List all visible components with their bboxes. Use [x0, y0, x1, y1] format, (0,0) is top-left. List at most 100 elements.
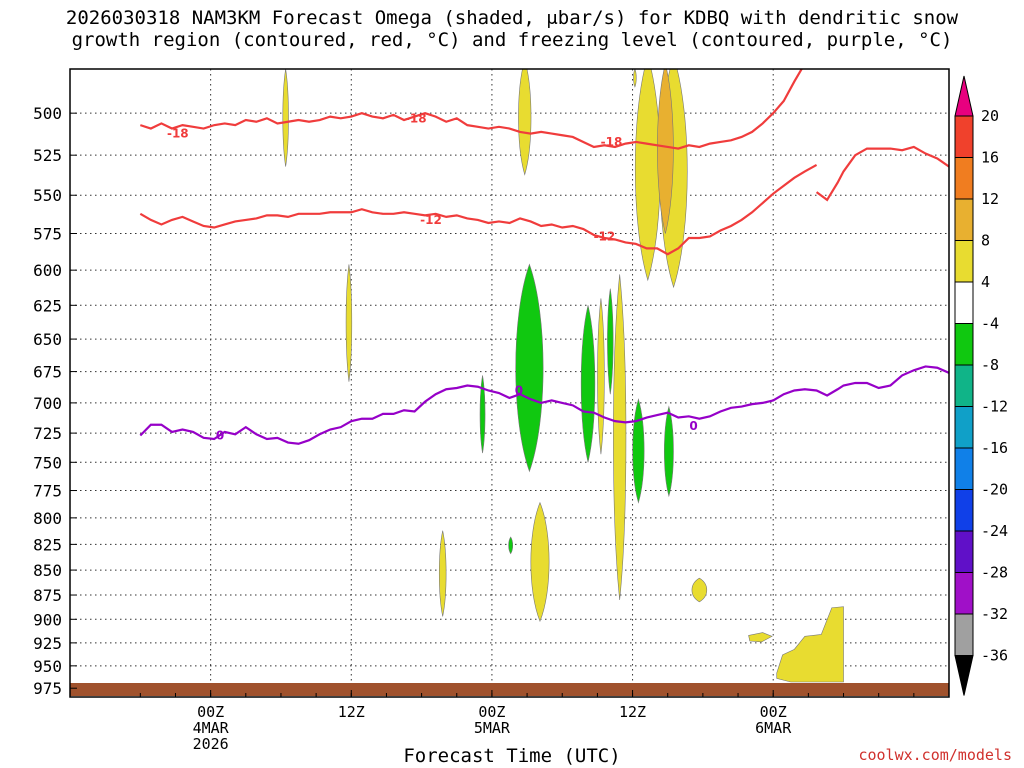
- x-tick-label: 00Z: [760, 703, 787, 721]
- colorbar-bin: [954, 198, 974, 241]
- colorbar-bin: [954, 323, 974, 366]
- omega-shaded-region: [515, 263, 544, 473]
- contour-label: -12: [594, 230, 616, 244]
- colorbar-bin: [954, 489, 974, 532]
- contour-label: 0: [216, 428, 224, 442]
- y-tick-label: 550: [33, 186, 62, 205]
- colorbar-bin: [954, 613, 974, 656]
- y-tick-label: 750: [33, 453, 62, 472]
- y-tick-label: 875: [33, 586, 62, 605]
- colorbar-tick-label: 20: [981, 107, 999, 125]
- omega-shaded-region: [345, 264, 353, 382]
- y-tick-label: 900: [33, 610, 62, 629]
- x-tick-label: 2026: [193, 735, 229, 753]
- plot-frame: [69, 68, 950, 698]
- colorbar-tick-label: -28: [981, 564, 1008, 582]
- colorbar-tick-label: 12: [981, 190, 999, 208]
- y-tick-label: 675: [33, 363, 62, 382]
- omega-shaded-region: [657, 69, 674, 234]
- y-tick-label: 575: [33, 225, 62, 244]
- x-tick-label: 12Z: [338, 703, 365, 721]
- y-tick-label: 950: [33, 657, 62, 676]
- colorbar-tick-label: -12: [981, 398, 1008, 416]
- omega-shading: [282, 69, 844, 683]
- y-tick-label: 975: [33, 679, 62, 698]
- x-tick-label: 12Z: [619, 703, 646, 721]
- omega-shaded-region: [282, 69, 289, 167]
- colorbar-bin: [954, 447, 974, 490]
- x-tick-label: 5MAR: [474, 719, 511, 737]
- contour-label: -18: [167, 127, 189, 141]
- omega-shaded-region: [438, 530, 447, 617]
- contour-line: [139, 365, 949, 445]
- colorbar-tick-label: -36: [981, 647, 1008, 665]
- y-tick-label: 725: [33, 424, 62, 443]
- colorbar-tick-label: -32: [981, 605, 1008, 623]
- x-tick-label: 6MAR: [755, 719, 792, 737]
- colorbar-tick-label: 4: [981, 273, 990, 291]
- omega-shaded-region: [691, 577, 708, 603]
- colorbar-tick-label: 16: [981, 149, 999, 167]
- colorbar-bottom-arrow: [954, 655, 974, 696]
- y-tick-label: 800: [33, 509, 62, 528]
- y-tick-label: 700: [33, 394, 62, 413]
- omega-shaded-region: [518, 69, 532, 176]
- omega-shaded-region: [607, 288, 614, 395]
- y-tick-label: 500: [33, 104, 62, 123]
- contour-label: -12: [420, 213, 442, 227]
- colorbar-bin: [954, 572, 974, 615]
- colorbar-bin: [954, 157, 974, 200]
- omega-shaded-region: [664, 405, 674, 498]
- x-tick-label: 00Z: [478, 703, 505, 721]
- colorbar-bin: [954, 406, 974, 449]
- omega-shaded-region: [776, 606, 844, 683]
- colorbar-top-arrow: [954, 75, 974, 117]
- contour-line: [815, 145, 949, 202]
- omega-shaded-region: [580, 305, 596, 463]
- contour-label: -18: [601, 135, 623, 149]
- y-tick-label: 775: [33, 482, 62, 501]
- contour-line: [139, 164, 818, 256]
- contour-line: [139, 69, 803, 150]
- omega-shaded-region: [479, 375, 486, 454]
- omega-shaded-region: [632, 398, 645, 504]
- y-tick-label: 600: [33, 261, 62, 280]
- y-tick-label: 925: [33, 634, 62, 653]
- contour-labels: -18 -18 -18 -12 -12 0 0 0: [167, 111, 698, 442]
- y-tick-label: 650: [33, 330, 62, 349]
- contour-label: 0: [689, 419, 697, 433]
- site-credit: coolwx.com/models: [858, 746, 1012, 764]
- colorbar-tick-label: -20: [981, 481, 1008, 499]
- contour-label: -18: [405, 111, 427, 125]
- colorbar-bin: [954, 240, 974, 283]
- colorbar-tick-label: -16: [981, 439, 1008, 457]
- x-tick-label: 4MAR: [193, 719, 230, 737]
- chart-title-line-2: growth region (contoured, red, °C) and f…: [71, 29, 953, 51]
- colorbar-tick-label: -4: [981, 315, 999, 333]
- colorbar-bin: [954, 364, 974, 407]
- chart-title-line-1: 2026030318 NAM3KM Forecast Omega (shaded…: [65, 7, 959, 29]
- terrain-band: [70, 683, 949, 696]
- colorbar-bin: [954, 115, 974, 158]
- colorbar-tick-label: -8: [981, 356, 999, 374]
- omega-shaded-region: [530, 501, 550, 622]
- temperature-contours: [139, 69, 949, 692]
- omega-shaded-region: [748, 632, 773, 643]
- colorbar: 20 16 12 8 4 -4 -8 -12 -16 -20 -24 -28 -32 -36: [954, 75, 1008, 696]
- omega-shaded-region: [508, 536, 514, 555]
- colorbar-tick-label: 8: [981, 232, 990, 250]
- y-tick-label: 525: [33, 146, 62, 165]
- omega-shaded-region: [613, 274, 627, 600]
- colorbar-tick-label: -24: [981, 522, 1008, 540]
- x-axis-label: Forecast Time (UTC): [403, 745, 621, 767]
- plot-area: [70, 69, 949, 697]
- y-axis: 500 525 550 575 600 625 650 675 700 725 750 775 800 8…: [33, 104, 77, 698]
- colorbar-bin: [954, 281, 974, 324]
- y-tick-label: 825: [33, 535, 62, 554]
- omega-shaded-region: [633, 69, 637, 88]
- colorbar-bin: [954, 530, 974, 573]
- x-tick-label: 00Z: [197, 703, 224, 721]
- contour-label: 0: [515, 384, 523, 398]
